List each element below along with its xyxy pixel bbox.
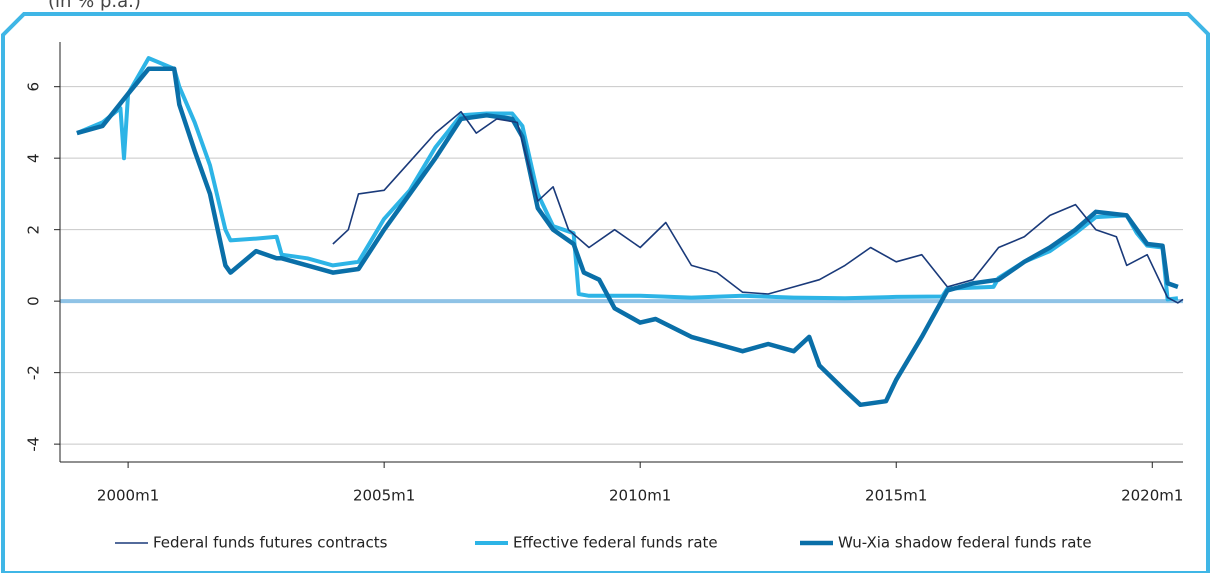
y-tick-label: 2 xyxy=(25,225,43,235)
y-tick-label: -2 xyxy=(25,365,43,380)
y-tick-label: -4 xyxy=(25,437,43,452)
legend-label: Federal funds futures contracts xyxy=(153,534,388,552)
x-tick-label: 2015m1 xyxy=(865,487,927,505)
y-tick-label: 0 xyxy=(25,296,43,306)
x-tick-label: 2010m1 xyxy=(609,487,671,505)
legend-label: Wu-Xia shadow federal funds rate xyxy=(838,534,1092,552)
x-tick-label: 2005m1 xyxy=(353,487,415,505)
series-line xyxy=(76,66,1179,408)
series-line xyxy=(332,110,1184,304)
frame xyxy=(1,12,1210,573)
y-tick-label: 6 xyxy=(25,82,43,92)
frame-gap xyxy=(40,0,220,12)
x-tick-label: 2000m1 xyxy=(97,487,159,505)
chart-subtitle: (in % p.a.) xyxy=(48,0,141,12)
legend-label: Effective federal funds rate xyxy=(513,534,718,552)
series-line xyxy=(76,56,1179,302)
y-tick-label: 4 xyxy=(25,153,43,163)
x-tick-label: 2020m1 xyxy=(1121,487,1183,505)
